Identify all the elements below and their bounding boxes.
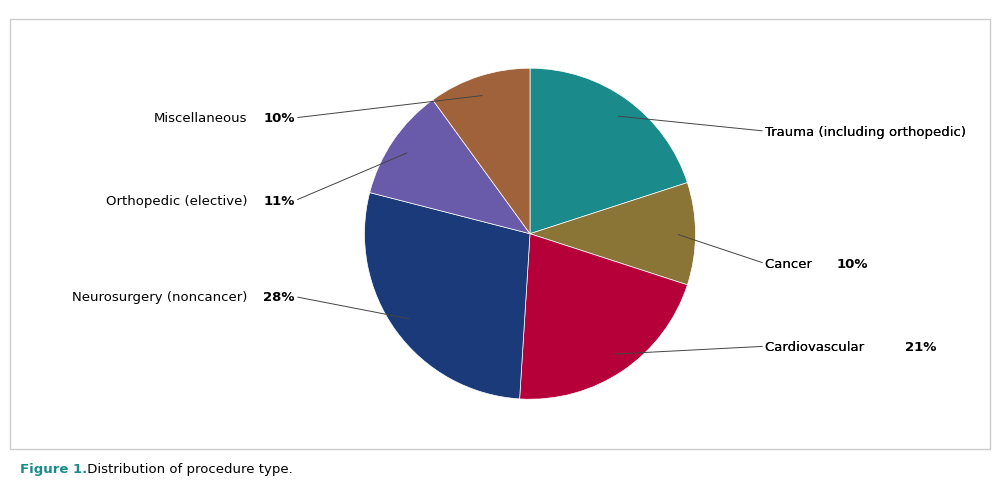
Text: Cardiovascular: Cardiovascular — [765, 340, 873, 353]
Wedge shape — [530, 183, 696, 285]
Wedge shape — [433, 69, 530, 234]
Text: Cancer: Cancer — [765, 258, 821, 270]
Text: Distribution of procedure type.: Distribution of procedure type. — [83, 462, 293, 475]
Wedge shape — [370, 101, 530, 234]
Text: Figure 1.: Figure 1. — [20, 462, 87, 475]
Text: 10%: 10% — [837, 258, 868, 270]
Wedge shape — [530, 69, 687, 234]
Text: 10%: 10% — [263, 112, 295, 125]
Text: Miscellaneous: Miscellaneous — [154, 112, 248, 125]
Text: Cardiovascular  21%: Cardiovascular 21% — [765, 340, 922, 353]
Text: Orthopedic (elective): Orthopedic (elective) — [106, 195, 248, 208]
Text: 11%: 11% — [264, 195, 295, 208]
Text: Trauma (including orthopedic): Trauma (including orthopedic) — [765, 125, 975, 138]
Text: 28%: 28% — [263, 290, 295, 304]
Text: Trauma (including orthopedic): Trauma (including orthopedic) — [765, 125, 975, 138]
Wedge shape — [364, 193, 530, 399]
Text: 21%: 21% — [905, 340, 937, 353]
Text: Neurosurgery (noncancer): Neurosurgery (noncancer) — [72, 290, 248, 304]
Text: Cardiovascular: Cardiovascular — [765, 340, 873, 353]
Text: Trauma (including orthopedic)  20%: Trauma (including orthopedic) 20% — [765, 125, 1000, 138]
Text: Cancer  10%: Cancer 10% — [765, 258, 862, 270]
Text: Cancer: Cancer — [765, 258, 821, 270]
Wedge shape — [520, 234, 687, 399]
